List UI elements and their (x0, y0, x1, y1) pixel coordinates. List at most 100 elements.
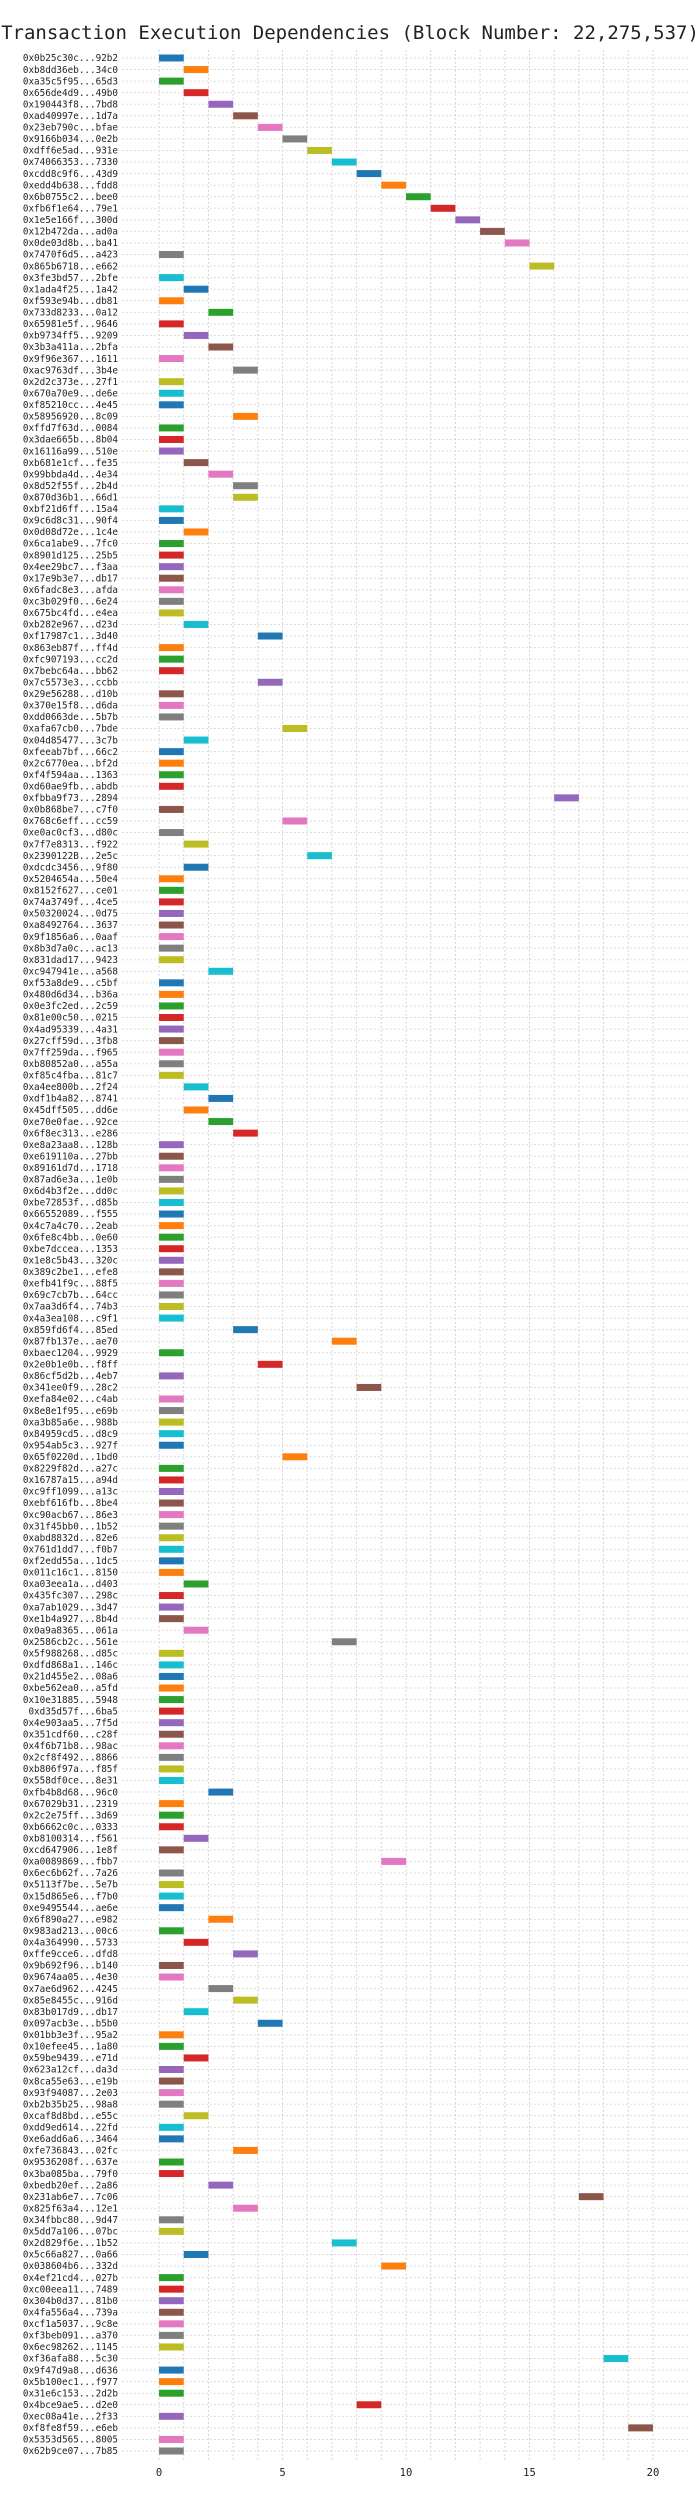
transaction-bar (282, 725, 308, 733)
transaction-bar (159, 1245, 184, 1253)
transaction-label: 0x1e5e166f...300d (23, 215, 118, 226)
transaction-label: 0xdcdc3456...9f80 (23, 862, 118, 873)
transaction-label: 0x4a3ea108...c9f1 (23, 1313, 118, 1324)
transaction-label: 0x27cff59d...3fb8 (23, 1036, 118, 1047)
transaction-label: 0xfb4b8d68...96c0 (23, 1787, 118, 1798)
transaction-bar (208, 1094, 234, 1102)
transaction-bar (208, 967, 234, 975)
transaction-bar (159, 829, 184, 837)
transaction-label: 0x5f988268...d85c (23, 1649, 118, 1660)
transaction-label: 0xc947941e...a568 (23, 966, 118, 977)
transaction-label: 0x4ef21cd4...027b (23, 2273, 119, 2284)
transaction-bar (159, 909, 184, 917)
transaction-bar (159, 574, 184, 582)
transaction-label: 0x58956920...8c09 (23, 412, 118, 423)
transaction-label: 0xec08a41e...2f33 (23, 2412, 118, 2423)
transaction-bar (159, 251, 184, 259)
transaction-label: 0x93f94087...2e03 (23, 2088, 118, 2099)
transaction-bar (159, 1534, 184, 1542)
transaction-bar (159, 2366, 184, 2374)
transaction-label: 0xa7ab1029...3d47 (23, 1602, 118, 1613)
transaction-bar (183, 2250, 209, 2258)
transaction-bar (159, 516, 184, 524)
transaction-label: 0xd35d57f...6ba5 (28, 1706, 118, 1717)
transaction-bar (159, 1014, 184, 1022)
transaction-bar (159, 898, 184, 906)
transaction-bar (159, 1499, 184, 1507)
transaction-label: 0x7f7e8313...f922 (23, 839, 118, 850)
transaction-bar (159, 1973, 184, 1981)
transaction-label: 0x6f890a27...e982 (23, 1914, 118, 1925)
transaction-label: 0xefa84e02...c4ab (23, 1394, 119, 1405)
transaction-label: 0xb2b35b25...98a8 (23, 2099, 118, 2110)
transaction-bar (233, 1129, 258, 1137)
transaction-bar (159, 2066, 184, 2074)
transaction-label: 0x761d1dd7...f0b7 (23, 1544, 118, 1555)
transaction-label: 0xb9734ff5...9209 (23, 331, 118, 342)
transaction-label: 0xb681e1cf...fe35 (23, 458, 118, 469)
transaction-label: 0x304b0d37...81b0 (23, 2296, 118, 2307)
transaction-bar (159, 1233, 184, 1241)
transaction-label: 0x65f0220d...1bd0 (23, 1452, 118, 1463)
transaction-bar (159, 1776, 184, 1784)
transaction-label: 0xe619110a...27bb (23, 1151, 119, 1162)
transaction-bar (159, 1476, 184, 1484)
transaction-bar (159, 435, 184, 443)
transaction-bar (331, 1337, 357, 1345)
transaction-bar (159, 2170, 184, 2178)
transaction-label: 0x99bbda4d...4e34 (23, 469, 119, 480)
transaction-label: 0x9f47d9a8...d636 (23, 2365, 118, 2376)
transaction-bar (159, 1314, 184, 1322)
transaction-bar (159, 1672, 184, 1680)
transaction-bar (406, 193, 431, 201)
transaction-label: 0xcd647906...1e8f (23, 1845, 118, 1856)
transaction-bar (159, 2216, 184, 2224)
transaction-bar (159, 1592, 184, 1600)
x-tick-label: 0 (156, 2467, 162, 2479)
transaction-bar (159, 875, 184, 883)
transaction-label: 0x6b0755c2...bee0 (23, 192, 118, 203)
transaction-label: 0x4ad95339...4a31 (23, 1024, 118, 1035)
transaction-label: 0x74066353...7330 (23, 157, 118, 168)
transaction-label: 0x370e15f8...d6da (23, 701, 118, 712)
transaction-label: 0x65981e5f...9646 (23, 319, 118, 330)
transaction-bar (159, 389, 184, 397)
transaction-label: 0x2c2e75ff...3d69 (23, 1810, 118, 1821)
transaction-label: 0xcdd8c9f6...43d9 (23, 169, 118, 180)
transaction-bar (159, 2042, 184, 2050)
transaction-bars (159, 54, 653, 2455)
transaction-bar (208, 470, 234, 478)
transaction-label: 0x84959cd5...d8c9 (23, 1429, 118, 1440)
transaction-bar (159, 759, 184, 767)
transaction-bar (159, 1372, 184, 1380)
transaction-label: 0x8152f627...ce01 (23, 886, 118, 897)
transaction-label: 0xc9ff1099...a13c (23, 1487, 118, 1498)
transaction-bar (356, 170, 382, 178)
transaction-labels: 0x0b25c30c...92b20xb8dd36eb...34c00xa35c… (23, 53, 119, 2457)
transaction-bar (159, 1522, 184, 1530)
transaction-bar (159, 1487, 184, 1495)
transaction-label: 0x1e8c5b43...320c (23, 1255, 118, 1266)
transaction-bar (159, 2227, 184, 2235)
transaction-label: 0x2cf8f492...8866 (23, 1753, 118, 1764)
transaction-label: 0x67029b31...2319 (23, 1799, 118, 1810)
transaction-label: 0x10e31885...5948 (23, 1695, 118, 1706)
transaction-bar (159, 805, 184, 813)
transaction-bar (233, 412, 258, 420)
transaction-label: 0xb806f97a...f85f (23, 1764, 118, 1775)
transaction-label: 0x29e56288...d10b (23, 689, 119, 700)
transaction-bar (159, 1961, 184, 1969)
transaction-label: 0x16787a15...a94d (23, 1475, 118, 1486)
transaction-label: 0x16116a99...510e (23, 446, 119, 457)
transaction-bar (233, 482, 258, 490)
x-tick-label: 10 (400, 2467, 413, 2479)
transaction-label: 0x5353d565...8005 (23, 2435, 118, 2446)
transaction-bar (159, 748, 184, 756)
transaction-bar (159, 990, 184, 998)
transaction-label: 0x89161d7d...1718 (23, 1163, 118, 1174)
transaction-bar (257, 1360, 283, 1368)
transaction-bar (331, 158, 357, 166)
transaction-label: 0xfb6f1e64...79e1 (23, 203, 118, 214)
transaction-label: 0x8ca55e63...e19b (23, 2076, 119, 2087)
